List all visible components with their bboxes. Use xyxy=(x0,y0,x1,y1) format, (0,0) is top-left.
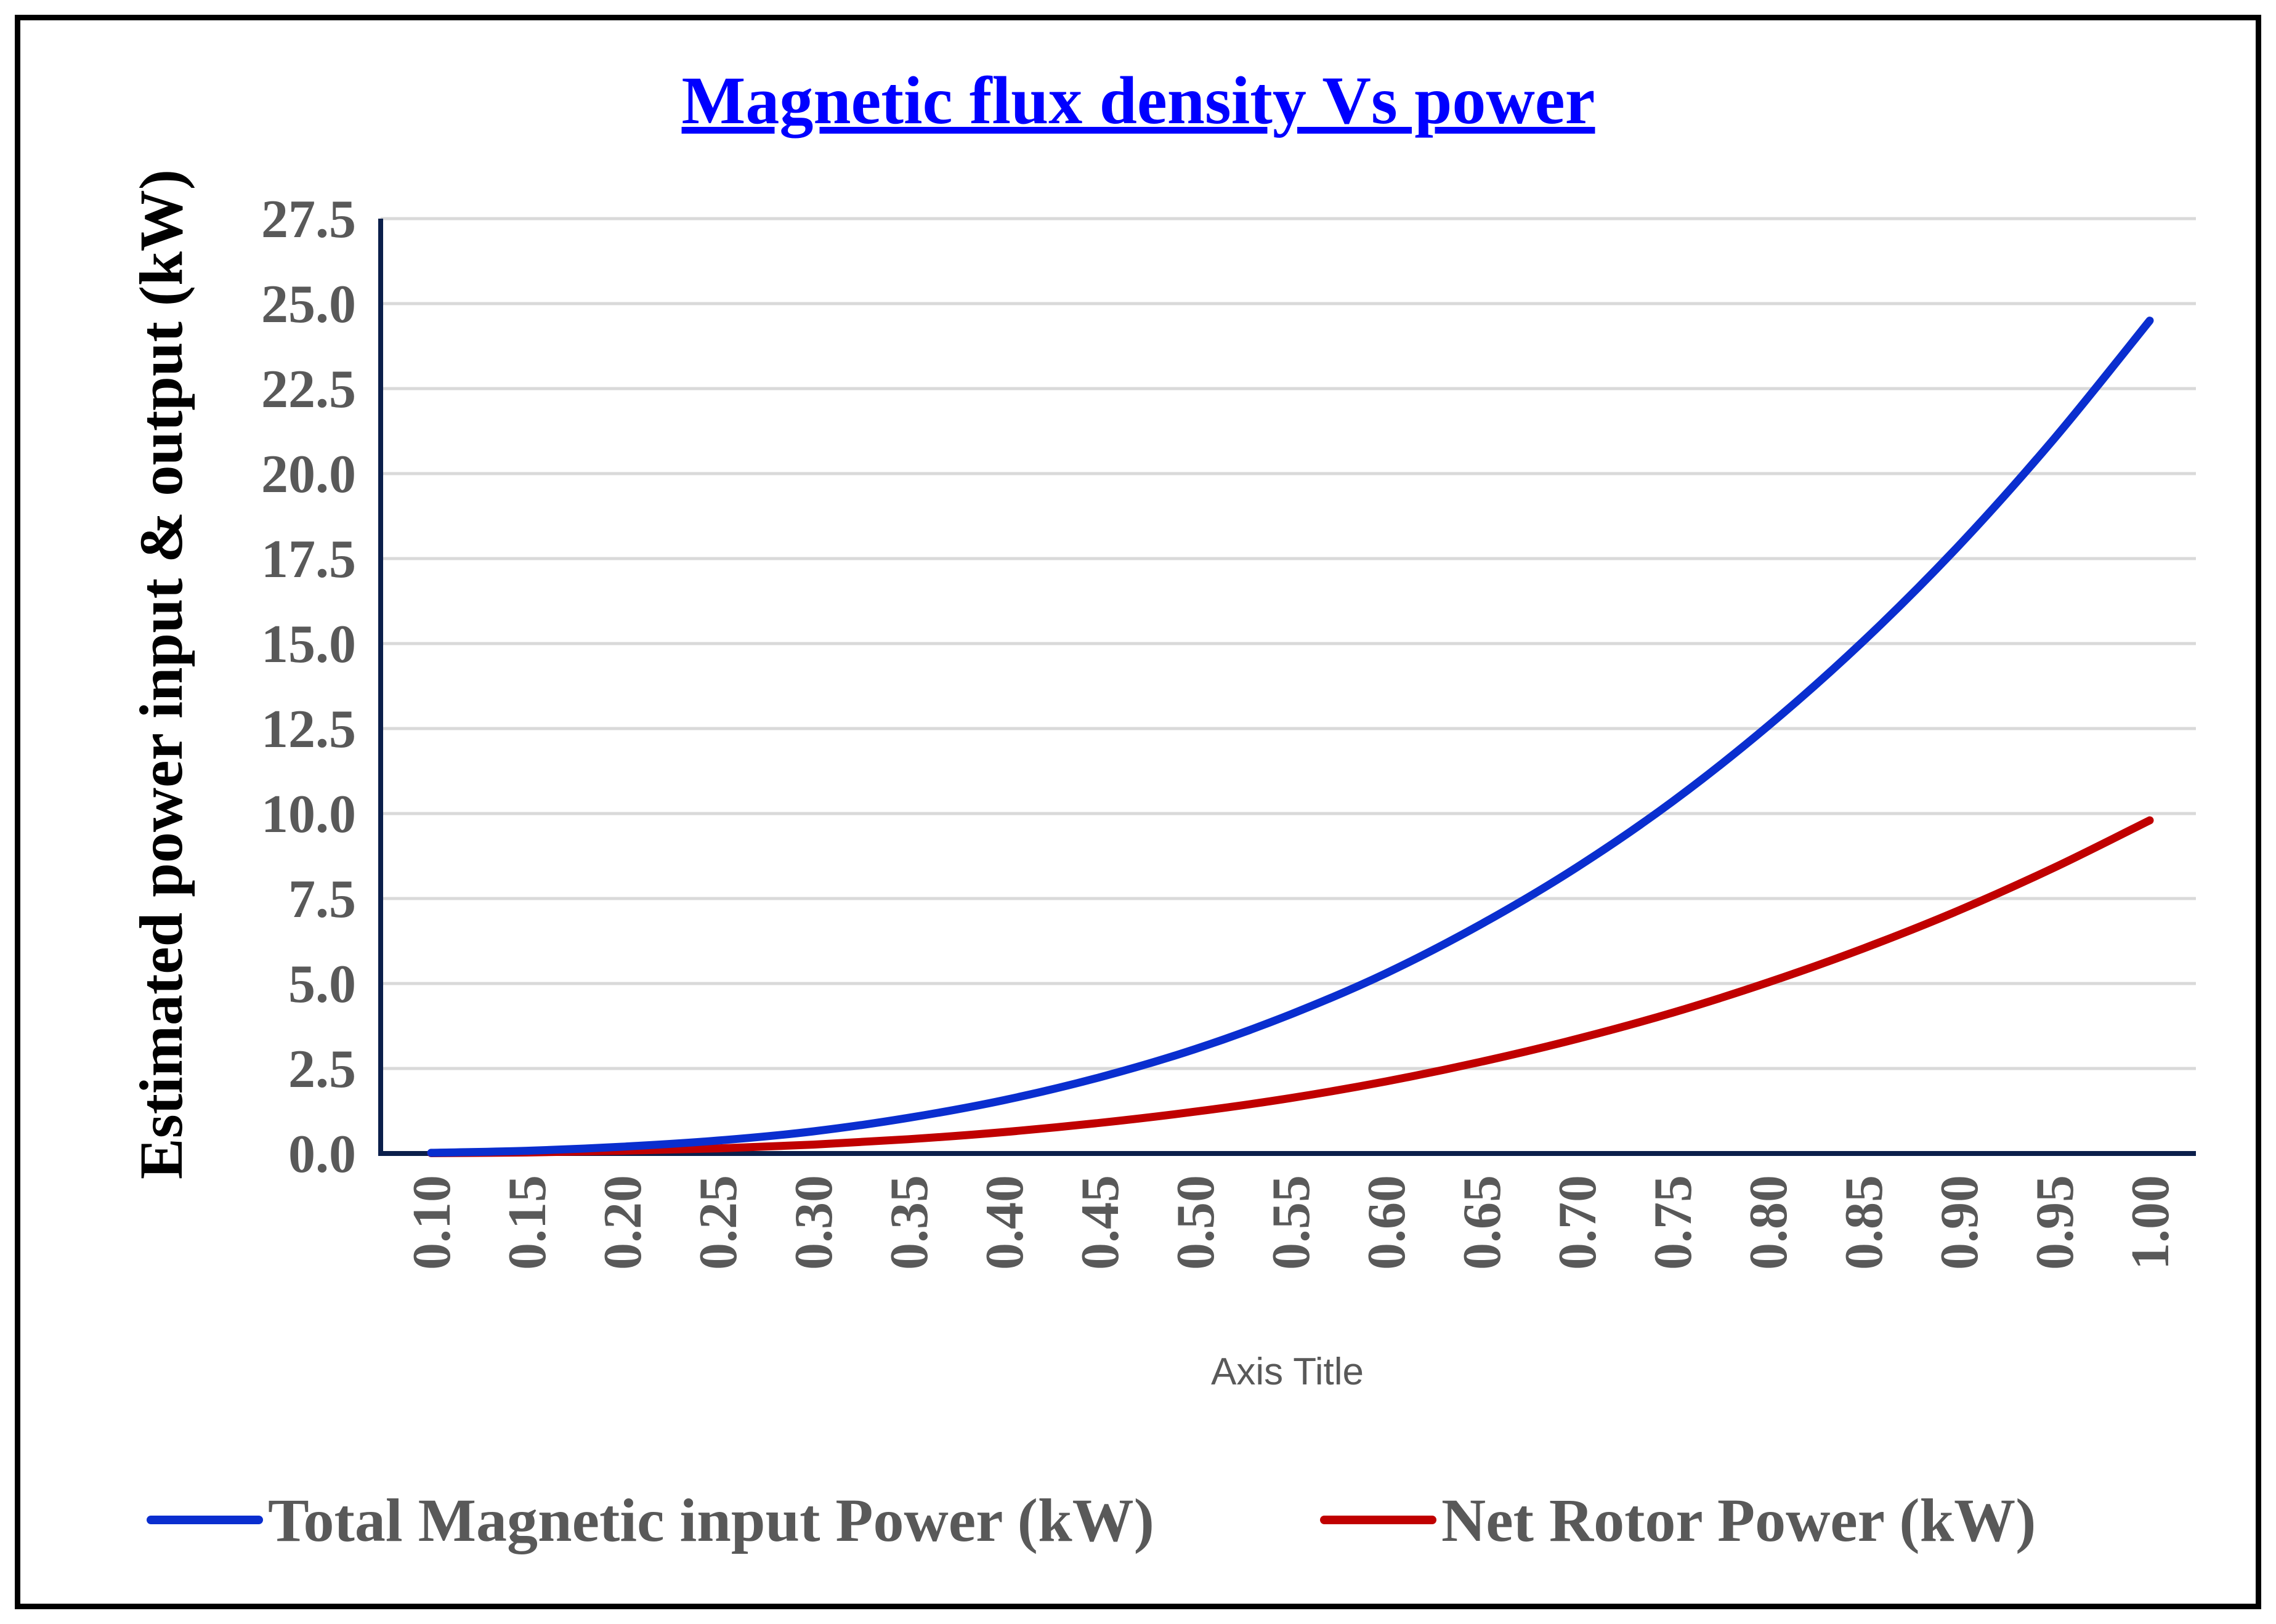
x-tick-label: 0.85 xyxy=(1834,1175,1894,1270)
y-tick-label: 22.5 xyxy=(261,360,356,419)
x-tick-label: 0.55 xyxy=(1262,1175,1321,1270)
y-tick-label: 25.0 xyxy=(261,275,356,334)
x-tick-label: 0.15 xyxy=(498,1175,557,1270)
series-line-total-input xyxy=(427,317,2154,1157)
x-tick-label: 0.80 xyxy=(1739,1175,1799,1270)
x-tick-label: 0.25 xyxy=(689,1175,748,1270)
y-tick-label: 7.5 xyxy=(288,870,356,929)
y-tick-labels: 0.0 2.5 5.0 7.5 10.0 12.5 15.0 17.5 20.0 22.5 25.0… xyxy=(261,190,356,1184)
x-tick-label: 0.50 xyxy=(1166,1175,1226,1270)
y-tick-label: 17.5 xyxy=(261,530,356,589)
y-tick-label: 15.0 xyxy=(261,615,356,674)
x-tick-label: 1.00 xyxy=(2121,1175,2181,1270)
x-axis-label: Axis Title xyxy=(1211,1351,1364,1393)
y-tick-label: 27.5 xyxy=(261,190,356,249)
y-tick-label: 0.0 xyxy=(288,1125,356,1184)
y-tick-label: 12.5 xyxy=(261,700,356,759)
x-tick-label: 0.10 xyxy=(402,1175,462,1270)
x-tick-label: 0.20 xyxy=(593,1175,653,1270)
y-tick-label: 20.0 xyxy=(261,445,356,504)
y-axis-label: Estimated power input & output (kW) xyxy=(127,169,195,1179)
x-tick-label: 0.90 xyxy=(1930,1175,1990,1270)
x-tick-label: 0.40 xyxy=(975,1175,1035,1270)
chart-title: Magnetic flux density Vs power xyxy=(682,63,1595,138)
x-tick-label: 0.70 xyxy=(1548,1175,1608,1270)
x-tick-label: 0.45 xyxy=(1071,1175,1130,1270)
legend-label-total-input: Total Magnetic input Power (kW) xyxy=(268,1486,1154,1554)
axes xyxy=(378,219,2196,1156)
x-tick-label: 0.65 xyxy=(1452,1175,1512,1270)
y-tick-label: 5.0 xyxy=(288,955,356,1014)
x-tick-label: 0.60 xyxy=(1357,1175,1417,1270)
legend: Total Magnetic input Power (kW) Net Roto… xyxy=(147,1486,2036,1554)
y-tick-label: 2.5 xyxy=(288,1040,356,1099)
gridlines xyxy=(381,217,2196,1070)
x-tick-labels: 0.10 0.15 0.20 0.25 0.30 0.35 0.40 0.45 0.50 0.55… xyxy=(402,1175,2181,1270)
series-line-net-rotor xyxy=(427,816,2154,1157)
series-lines xyxy=(427,317,2154,1157)
x-tick-label: 0.75 xyxy=(1643,1175,1703,1270)
x-tick-label: 0.35 xyxy=(880,1175,939,1270)
y-tick-label: 10.0 xyxy=(261,785,356,844)
x-tick-label: 0.95 xyxy=(2025,1175,2085,1270)
x-tick-label: 0.30 xyxy=(784,1175,844,1270)
legend-label-net-rotor: Net Rotor Power (kW) xyxy=(1441,1486,2036,1554)
